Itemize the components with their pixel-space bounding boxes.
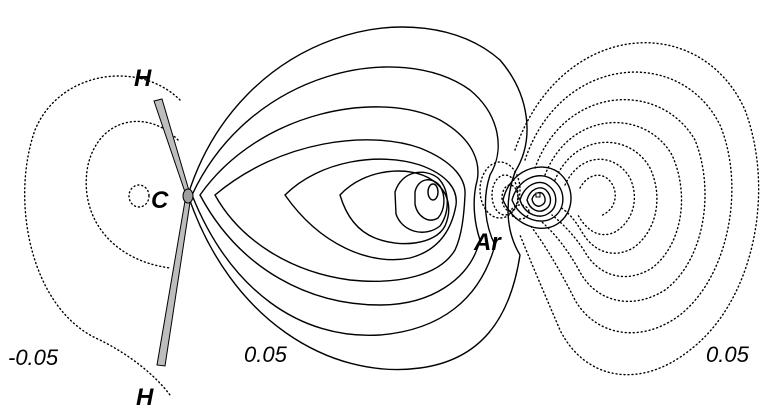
contour-center-1 bbox=[187, 26, 528, 371]
contour-center-7 bbox=[394, 171, 448, 233]
contour-left-outer bbox=[24, 75, 181, 396]
contour-value-center: 0.05 bbox=[244, 342, 288, 367]
contour-center-2 bbox=[191, 66, 499, 337]
contour-center-5 bbox=[284, 158, 457, 261]
atom-label-carbon: C bbox=[151, 187, 169, 214]
contour-argon-2 bbox=[511, 175, 564, 222]
contour-right-4 bbox=[544, 121, 683, 278]
atom-label-h-top: H bbox=[134, 65, 152, 92]
contour-value-right: 0.05 bbox=[706, 342, 750, 367]
contour-right-2 bbox=[524, 71, 733, 334]
contour-right-1 bbox=[514, 42, 760, 376]
contour-right-7 bbox=[579, 174, 616, 217]
methyl-fragment bbox=[153, 98, 194, 367]
argon-region bbox=[479, 161, 572, 229]
contour-left-mid bbox=[85, 120, 179, 269]
bond-c-h-bottom bbox=[156, 194, 192, 367]
contour-argon-neg-3 bbox=[501, 184, 519, 212]
contour-right-3 bbox=[534, 98, 706, 303]
bond-c-h-top bbox=[153, 98, 191, 196]
contour-center-core bbox=[427, 183, 439, 201]
contour-right-5 bbox=[554, 141, 658, 254]
left-negative-lobe bbox=[24, 75, 181, 396]
contour-left-inner bbox=[128, 184, 150, 208]
contour-center-3 bbox=[199, 106, 481, 306]
contour-argon-neg-1 bbox=[479, 161, 521, 219]
atom-label-argon: Ar bbox=[473, 229, 502, 256]
contour-value-left: -0.05 bbox=[8, 345, 59, 370]
right-negative-lobe bbox=[514, 42, 760, 376]
contour-argon-1 bbox=[502, 166, 572, 229]
contour-center-8 bbox=[414, 179, 445, 221]
contour-argon-neg-4 bbox=[510, 204, 530, 220]
contour-argon-4 bbox=[526, 187, 552, 212]
argon-nucleus-marker bbox=[535, 192, 541, 198]
contour-argon-3 bbox=[519, 181, 557, 217]
central-positive-lobe bbox=[187, 26, 528, 371]
atom-label-h-bottom: H bbox=[136, 384, 154, 410]
contour-center-6 bbox=[339, 170, 450, 245]
carbon-nucleus-marker bbox=[182, 188, 194, 204]
contour-right-6 bbox=[564, 158, 636, 236]
contour-center-4 bbox=[214, 139, 466, 282]
